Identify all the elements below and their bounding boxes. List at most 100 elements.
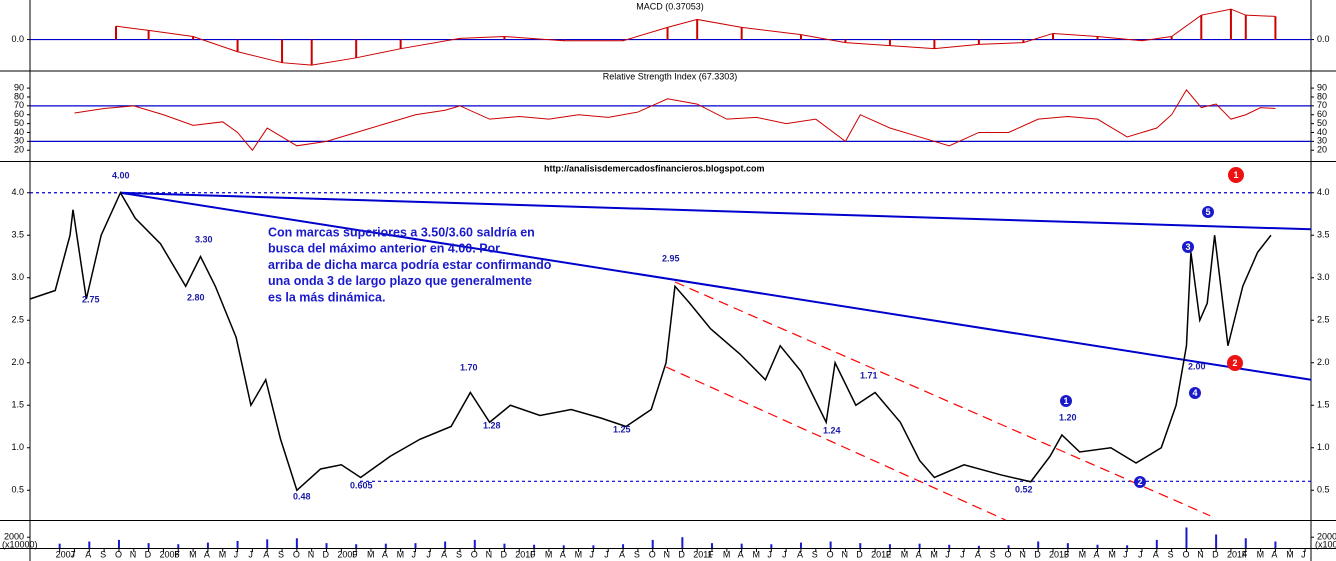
x-tick-label: F [530, 549, 536, 559]
wave-label: 4 [1192, 388, 1197, 398]
x-tick-label: A [85, 549, 91, 559]
price-label: 1.70 [460, 362, 478, 372]
comment-line: una onda 3 de largo plazo que generalmen… [268, 274, 532, 288]
volume-bar [473, 539, 476, 548]
series-line [115, 8, 1276, 66]
volume-bar [622, 544, 625, 548]
x-tick-label: D [1034, 549, 1041, 559]
x-tick-label: O [115, 549, 122, 559]
wave-marker [1134, 476, 1146, 488]
x-tick-label: D [856, 549, 863, 559]
x-tick-label: J [604, 549, 609, 559]
price-label: 2.95 [662, 253, 680, 263]
volume-bar [384, 543, 387, 548]
y-tick-label-right: 2.0 [1317, 357, 1330, 367]
volume-bar [414, 543, 417, 548]
price-label: 2.75 [82, 294, 100, 304]
y-tick-label-right: 0.5 [1317, 485, 1330, 495]
x-tick-label: N [1197, 549, 1204, 559]
y-tick-label-right: 60 [1317, 109, 1327, 119]
x-tick-label: D [1212, 549, 1219, 559]
wave-label: 2 [1232, 358, 1237, 368]
volume-bar [829, 541, 832, 548]
volume-bar [1007, 545, 1010, 548]
y-tick-label: 2000 [4, 532, 24, 542]
y-tick-label: 70 [14, 100, 24, 110]
volume-bar [117, 539, 120, 548]
x-tick-label: F [352, 549, 358, 559]
price-label: 2.80 [187, 292, 205, 302]
volume-bar [1185, 527, 1188, 548]
price-label: 3.30 [195, 234, 213, 244]
x-tick-label: S [278, 549, 284, 559]
volume-bar [1066, 543, 1069, 548]
price-label: 1.28 [483, 420, 501, 430]
y-tick-label-right: 1.5 [1317, 400, 1330, 410]
x-tick-label: F [174, 549, 180, 559]
y-tick-label: 2.5 [11, 315, 24, 325]
x-tick-label: J [782, 549, 787, 559]
x-tick-label: N [841, 549, 848, 559]
y-tick-label: 2.0 [11, 357, 24, 367]
y-tick-label-right: 20 [1317, 145, 1327, 155]
price-label: 0.605 [350, 480, 373, 490]
x-tick-label: A [1094, 549, 1100, 559]
x-tick-label: S [456, 549, 462, 559]
price-label: 0.48 [293, 491, 311, 501]
x-tick-label: J [1301, 549, 1306, 559]
wave-marker [1202, 206, 1214, 218]
y-tick-label: 1.0 [11, 442, 24, 452]
volume-bar [1126, 545, 1129, 548]
x-tick-label: A [1153, 549, 1159, 559]
x-tick-label: 2013 [1049, 549, 1069, 559]
y-unit: (x10000) [2, 540, 38, 550]
y-tick-label: 40 [14, 127, 24, 137]
y-tick-label-right: 2.5 [1317, 315, 1330, 325]
volume-bar [888, 544, 891, 548]
x-tick-label: A [441, 549, 447, 559]
x-tick-label: O [293, 549, 300, 559]
panel-title: MACD (0.37053) [636, 1, 704, 11]
x-tick-label: M [1286, 549, 1294, 559]
y-tick-label: 80 [14, 91, 24, 101]
x-tick-label: 2009 [337, 549, 357, 559]
x-tick-label: J [426, 549, 431, 559]
x-tick-label: A [797, 549, 803, 559]
series-line [29, 191, 1272, 492]
volume-bar [948, 544, 951, 548]
x-tick-label: M [1079, 549, 1087, 559]
y-tick-label-right: 2000 [1317, 532, 1336, 542]
series-line [74, 89, 1276, 152]
x-tick-label: N [1019, 549, 1026, 559]
y-tick-label-right: 70 [1317, 100, 1327, 110]
y-tick-label-right: 1.0 [1317, 442, 1330, 452]
volume-bar [711, 543, 714, 548]
volume-bar [503, 543, 506, 548]
volume-bar [325, 543, 328, 548]
trend-line [665, 366, 1006, 521]
x-tick-label: S [100, 549, 106, 559]
y-tick-label: 0.5 [11, 485, 24, 495]
wave-label: 1 [1233, 170, 1238, 180]
volume-bar [1215, 534, 1218, 548]
y-tick-label-right: 30 [1317, 136, 1327, 146]
x-tick-label: A [916, 549, 922, 559]
x-tick-label: N [130, 549, 137, 559]
x-tick-label: D [678, 549, 685, 559]
x-tick-label: M [1108, 549, 1116, 559]
y-tick-label-right: 50 [1317, 118, 1327, 128]
y-tick-label: 4.0 [11, 187, 24, 197]
volume-bar [206, 542, 209, 548]
x-tick-label: D [500, 549, 507, 559]
wave-label: 3 [1185, 242, 1190, 252]
x-tick-label: A [619, 549, 625, 559]
y-tick-label-right: 3.5 [1317, 230, 1330, 240]
x-tick-label: J [1123, 549, 1128, 559]
x-tick-label: J [960, 549, 965, 559]
volume-bar [562, 545, 565, 548]
volume-bar [918, 543, 921, 548]
x-tick-label: M [397, 549, 405, 559]
volume-bar [533, 544, 536, 548]
y-tick-label: 3.5 [11, 230, 24, 240]
